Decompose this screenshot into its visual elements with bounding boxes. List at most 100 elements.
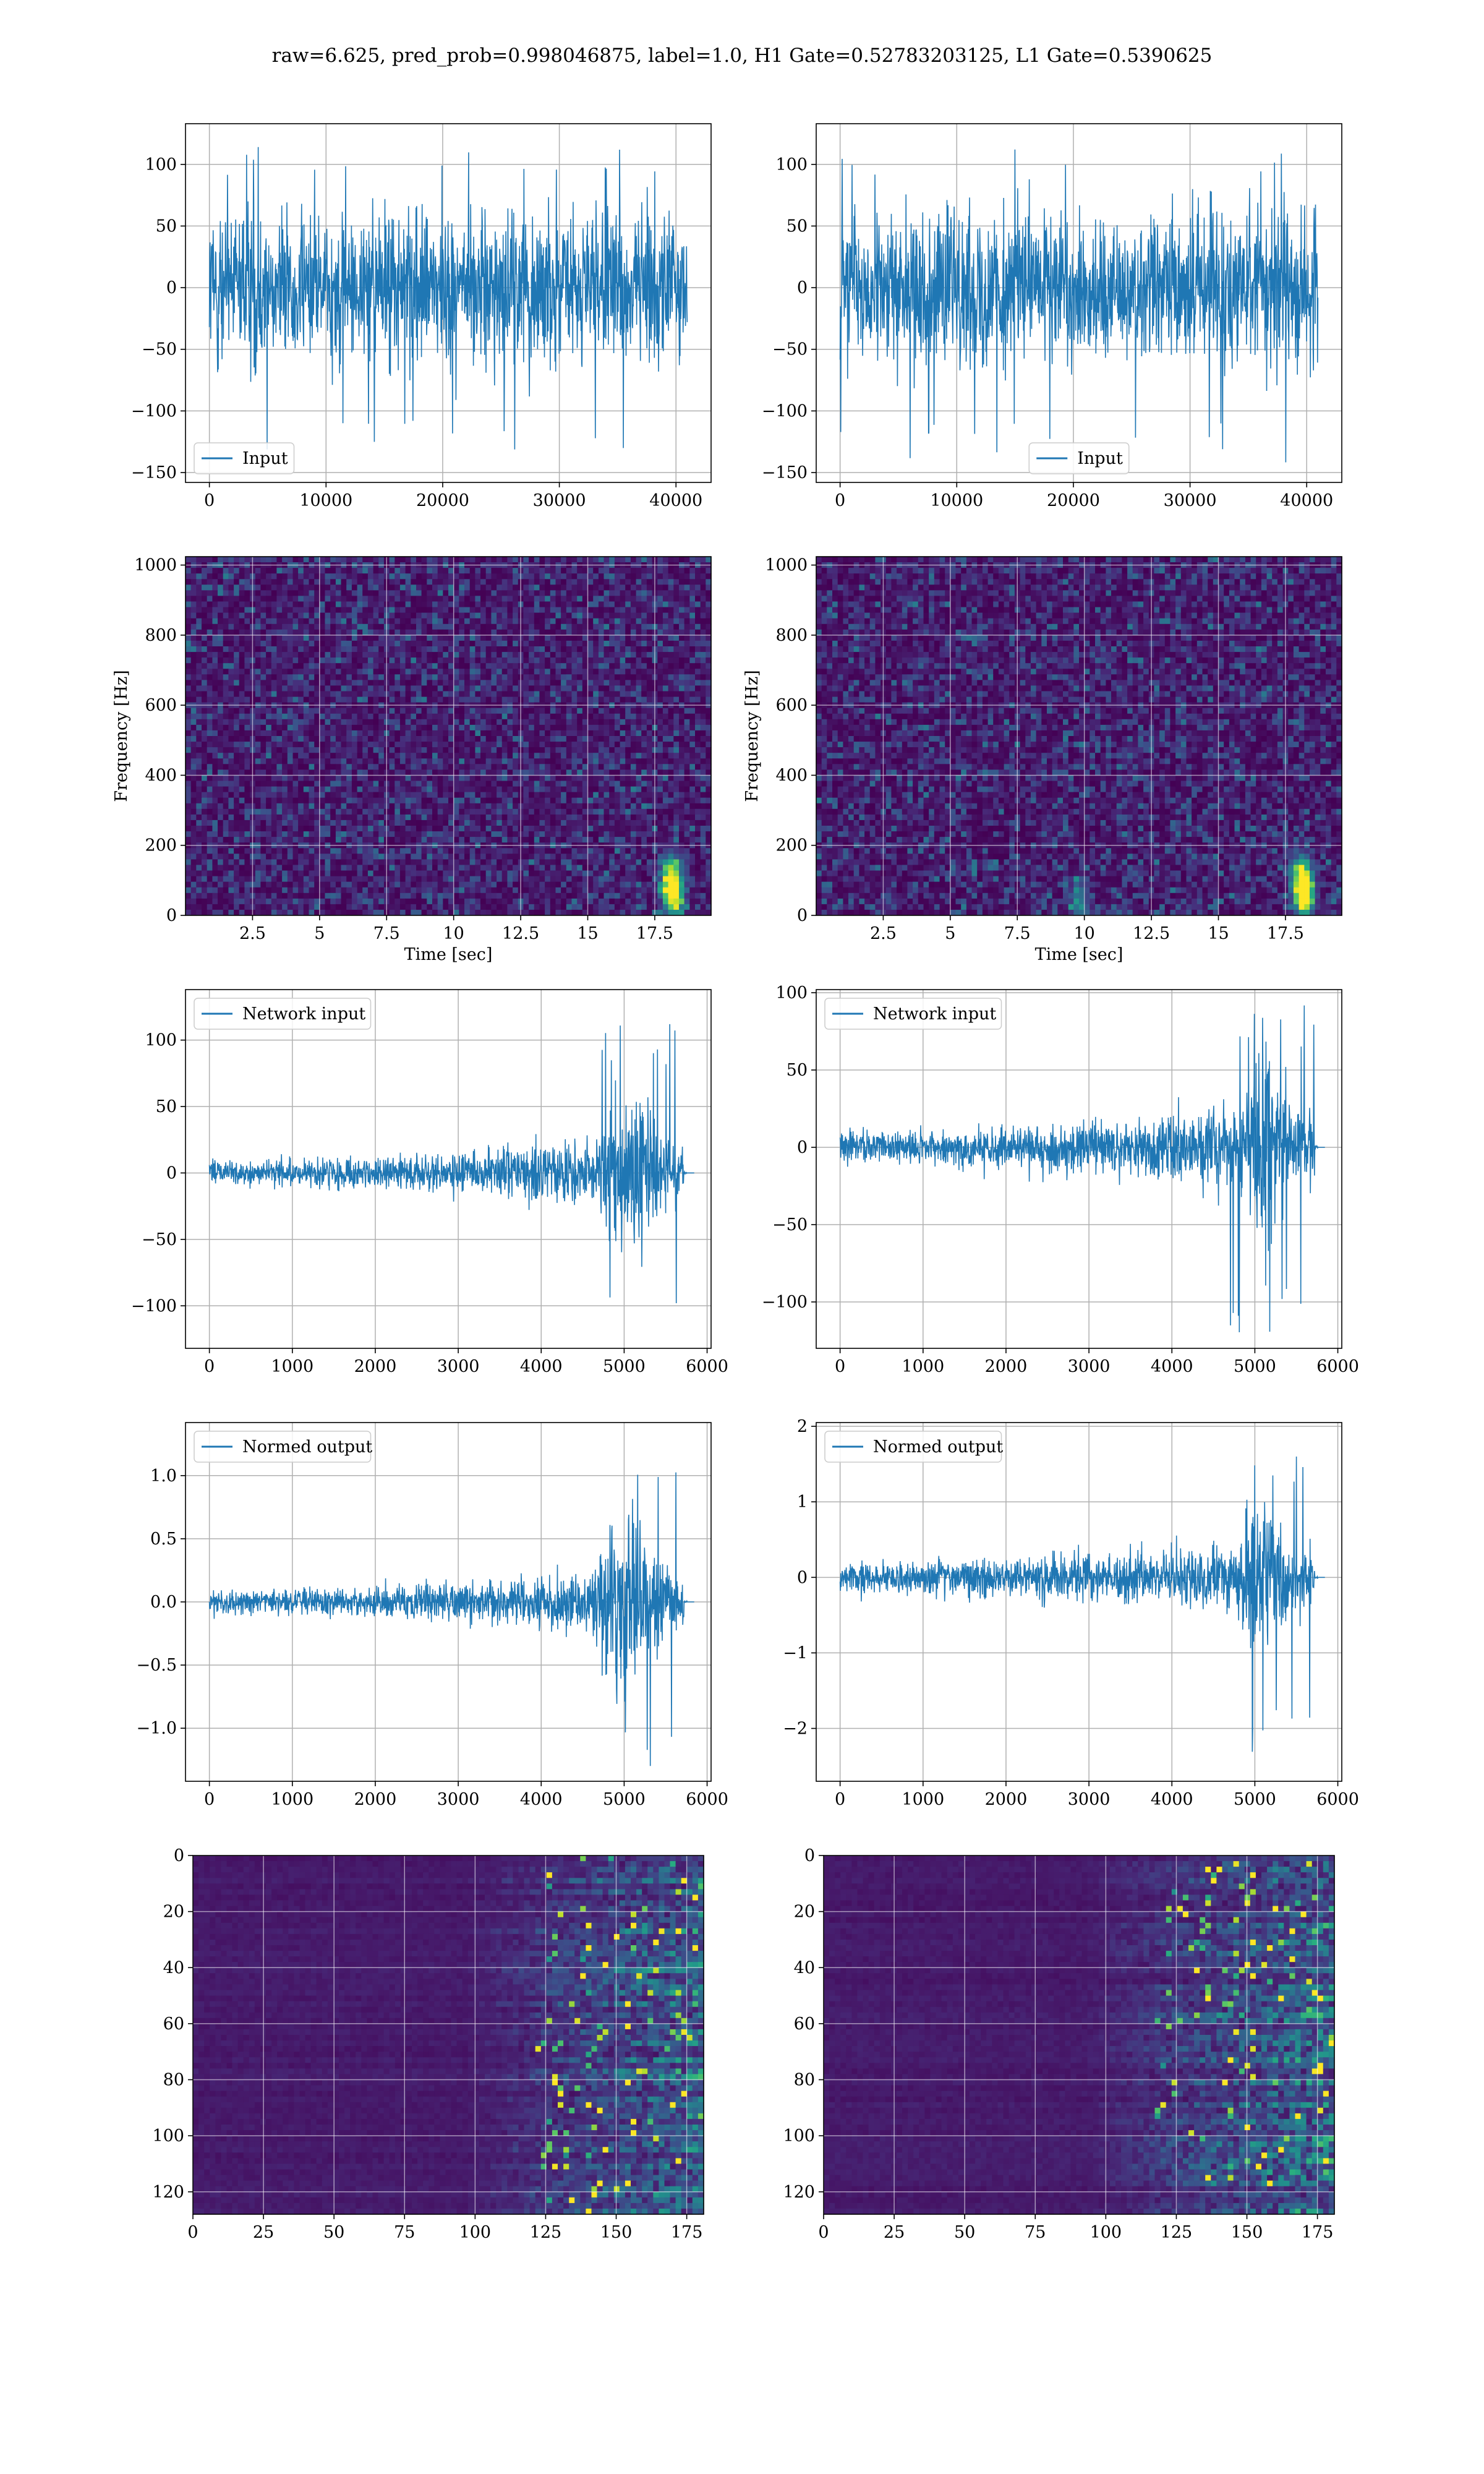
heatmap-cell [341, 787, 347, 793]
heatmap-cell [438, 815, 443, 821]
heatmap-cell [534, 736, 540, 742]
heatmap-cell [701, 787, 706, 793]
heatmap-cell [486, 803, 492, 810]
heatmap-cell [636, 730, 642, 737]
legend: Input [194, 443, 294, 474]
heatmap-cell [647, 775, 652, 781]
heatmap-cell [255, 618, 261, 625]
heatmap-cell [620, 764, 626, 770]
heatmap-cell [636, 680, 642, 686]
heatmap-cell [695, 742, 701, 748]
heatmap-cell [625, 691, 631, 698]
heatmap-cell [539, 742, 545, 748]
heatmap-cell [438, 809, 443, 815]
heatmap-cell [657, 753, 663, 759]
heatmap-cell [341, 646, 347, 653]
heatmap-cell [641, 657, 647, 664]
heatmap-cell [572, 753, 578, 759]
heatmap-cell [218, 831, 223, 837]
heatmap-cell [282, 685, 288, 691]
heatmap-cell [406, 697, 411, 703]
heatmap-cell [438, 764, 443, 770]
heatmap-cell [212, 809, 218, 815]
heatmap-cell [309, 826, 315, 832]
heatmap-cell [390, 618, 395, 625]
heatmap-cell [470, 573, 475, 580]
heatmap-cell [341, 579, 347, 585]
heatmap-cell [271, 646, 277, 653]
heatmap-cell [346, 657, 352, 664]
heatmap-cell [288, 725, 293, 731]
heatmap-cell [550, 669, 556, 675]
heatmap-cell [593, 624, 599, 630]
heatmap-cell [491, 815, 497, 821]
heatmap-cell [539, 691, 545, 698]
heatmap-cell [641, 826, 647, 832]
heatmap-cell [657, 803, 663, 810]
heatmap-cell [293, 764, 299, 770]
heatmap-cell [325, 815, 331, 821]
heatmap-cell [325, 742, 331, 748]
heatmap-cell [196, 596, 202, 602]
heatmap-cell [309, 798, 315, 804]
heatmap-cell [668, 764, 674, 770]
heatmap-cell [523, 557, 529, 563]
heatmap-cell [244, 663, 250, 669]
heatmap-cell [582, 646, 588, 653]
heatmap-cell [539, 568, 545, 574]
heatmap-cell [427, 635, 432, 641]
heatmap-cell [239, 579, 245, 585]
heatmap-cell [288, 758, 293, 764]
heatmap-cell [448, 630, 454, 636]
heatmap-cell [207, 730, 213, 737]
heatmap-cell [684, 596, 690, 602]
heatmap-cell [663, 803, 668, 810]
heatmap-cell [566, 618, 572, 625]
heatmap-cell [304, 669, 309, 675]
heatmap-cell [625, 764, 631, 770]
heatmap-cell [480, 568, 486, 574]
heatmap-cell [271, 815, 277, 821]
heatmap-cell [470, 596, 475, 602]
heatmap-cell [631, 747, 636, 753]
heatmap-cell [362, 714, 368, 720]
heatmap-cell [679, 803, 684, 810]
heatmap-cell [239, 624, 245, 630]
heatmap-cell [239, 815, 245, 821]
heatmap-cell [545, 584, 550, 591]
heatmap-cell [346, 641, 352, 647]
heatmap-cell [202, 787, 207, 793]
heatmap-cell [523, 646, 529, 653]
heatmap-cell [657, 685, 663, 691]
heatmap-cell [523, 635, 529, 641]
heatmap-cell [260, 764, 266, 770]
heatmap-cell [416, 590, 422, 596]
heatmap-cell [545, 685, 550, 691]
heatmap-cell [615, 579, 620, 585]
heatmap-cell [255, 792, 261, 798]
heatmap-cell [212, 602, 218, 608]
heatmap-cell [657, 769, 663, 776]
heatmap-cell [390, 764, 395, 770]
heatmap-cell [346, 618, 352, 625]
heatmap-cell [304, 826, 309, 832]
heatmap-cell [390, 769, 395, 776]
heatmap-cell [604, 736, 610, 742]
heatmap-cell [282, 803, 288, 810]
heatmap-cell [566, 646, 572, 653]
heatmap-cell [443, 568, 448, 574]
heatmap-cell [390, 641, 395, 647]
heatmap-cell [362, 815, 368, 821]
heatmap-cell [223, 691, 229, 698]
heatmap-cell [620, 685, 626, 691]
heatmap-cell [470, 674, 475, 680]
heatmap-cell [679, 590, 684, 596]
heatmap-cell [620, 820, 626, 826]
heatmap-cell [378, 602, 384, 608]
heatmap-cell [545, 674, 550, 680]
heatmap-cell [438, 747, 443, 753]
heatmap-cell [497, 736, 502, 742]
heatmap-cell [357, 697, 363, 703]
heatmap-cell [689, 769, 695, 776]
heatmap-cell [534, 809, 540, 815]
